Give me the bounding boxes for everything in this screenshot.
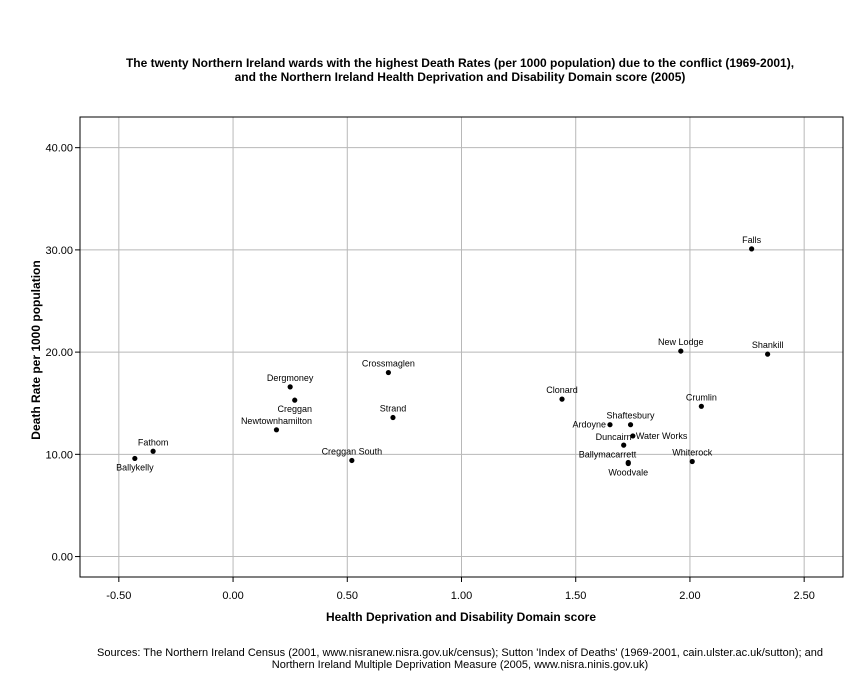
grid-lines <box>80 117 843 577</box>
data-point <box>621 442 627 448</box>
y-tick-label: 40.00 <box>45 143 73 155</box>
data-point <box>678 348 684 354</box>
data-point <box>132 455 138 462</box>
point-label: Fathom <box>138 437 169 447</box>
x-tick-label: 0.00 <box>222 590 243 602</box>
point-label: Ardoyne <box>572 420 606 430</box>
x-tick-label: 1.50 <box>565 590 586 602</box>
x-tick-label: 2.00 <box>679 590 700 602</box>
y-tick-label: 0.00 <box>52 552 73 564</box>
data-points: Falls Shankill New Lodge Crumlin Clonard Shaf… <box>116 235 783 478</box>
y-tick-label: 10.00 <box>45 449 73 461</box>
point-label: Water Works <box>636 431 688 441</box>
point-label: Clonard <box>546 385 578 395</box>
x-tick-label: 2.50 <box>793 590 814 602</box>
data-point <box>630 433 636 439</box>
point-label: Duncairn <box>596 432 632 442</box>
data-point <box>150 448 156 454</box>
data-point <box>287 384 293 390</box>
chart-title-line-2: and the Northern Ireland Health Deprivat… <box>234 70 686 84</box>
point-label: Woodvale <box>608 468 648 478</box>
point-label: Shaftesbury <box>607 411 656 421</box>
data-point <box>698 403 704 409</box>
axis-ticks: -0.50 0.00 0.50 1.00 1.50 2.00 2.50 0.00 10.00 20… <box>45 143 814 602</box>
point-label: New Lodge <box>658 337 704 347</box>
data-point <box>689 458 695 465</box>
point-label: Shankill <box>752 340 784 350</box>
data-point <box>627 422 634 428</box>
data-point <box>273 427 280 433</box>
point-label: Falls <box>742 235 762 245</box>
point-label: Creggan <box>277 404 312 414</box>
point-label: Ballykelly <box>116 462 154 472</box>
point-label: Strand <box>380 404 407 414</box>
x-tick-label: 0.50 <box>337 590 358 602</box>
y-tick-label: 20.00 <box>45 347 73 359</box>
data-point <box>607 422 613 428</box>
chart-title-line-1: The twenty Northern Ireland wards with t… <box>125 56 795 70</box>
data-point <box>349 457 355 464</box>
x-tick-label: -0.50 <box>106 590 131 602</box>
y-axis-label: Death Rate per 1000 population <box>29 260 43 439</box>
data-point <box>385 369 391 376</box>
y-tick-label: 30.00 <box>45 245 73 257</box>
point-label: Ballymacarrett <box>579 450 637 460</box>
data-point <box>390 414 396 421</box>
data-point <box>559 396 565 402</box>
point-label: Dergmoney <box>267 373 314 383</box>
source-note-line-1: Sources: The Northern Ireland Census (20… <box>97 647 823 659</box>
x-tick-label: 1.00 <box>451 590 472 602</box>
point-label: Whiterock <box>672 447 713 457</box>
data-point <box>625 460 631 467</box>
point-label: Creggan South <box>322 446 383 456</box>
source-note-line-2: Northern Ireland Multiple Deprivation Me… <box>271 659 649 671</box>
point-label: Newtownhamilton <box>241 416 312 426</box>
data-point <box>749 246 755 252</box>
data-point <box>292 397 298 403</box>
point-label: Crossmaglen <box>362 359 415 369</box>
data-point <box>765 351 771 357</box>
x-axis-label: Health Deprivation and Disability Domain… <box>326 610 596 624</box>
point-label: Crumlin <box>686 392 717 402</box>
